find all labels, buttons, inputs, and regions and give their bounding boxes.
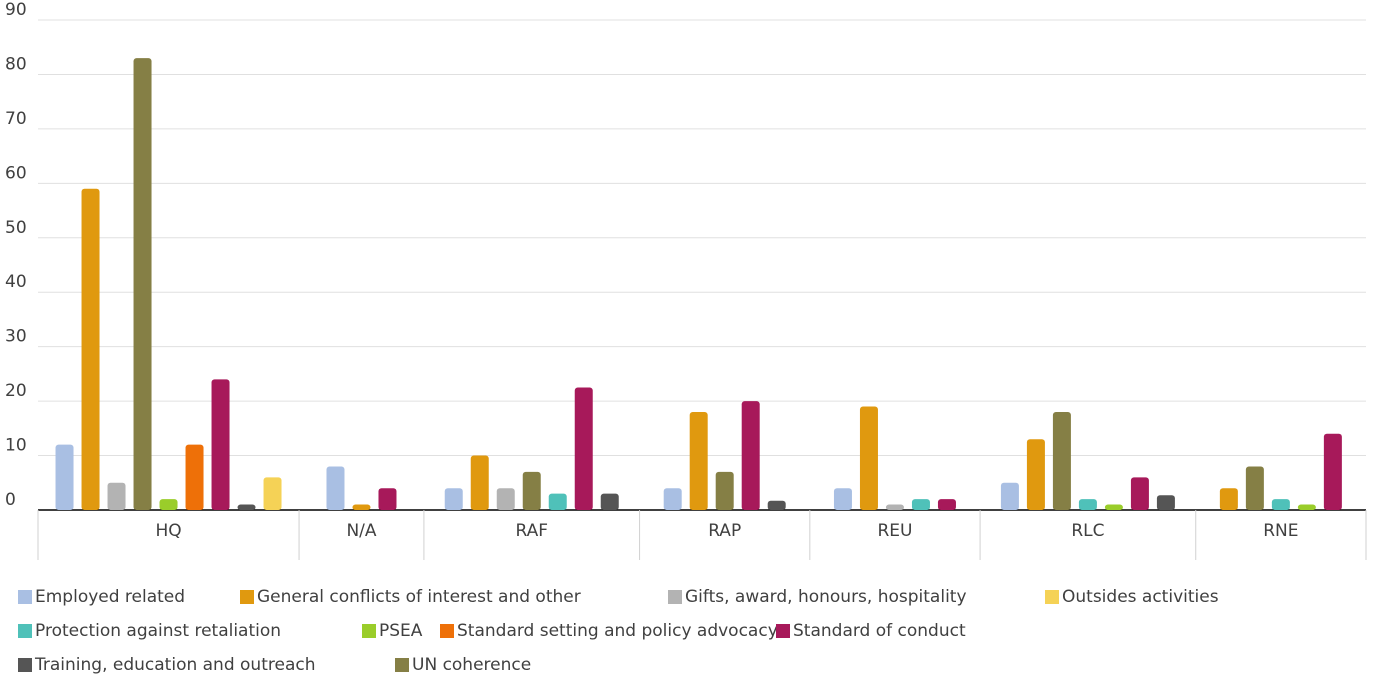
bar bbox=[159, 499, 178, 510]
bar bbox=[663, 488, 682, 510]
bar bbox=[470, 455, 489, 510]
y-tick-label: 20 bbox=[5, 381, 27, 401]
legend-label: Employed related bbox=[35, 587, 185, 607]
bar bbox=[1156, 495, 1175, 510]
bar bbox=[263, 477, 282, 510]
y-tick-label: 30 bbox=[5, 327, 27, 347]
legend-swatch bbox=[395, 658, 409, 672]
y-tick-label: 40 bbox=[5, 272, 27, 292]
y-tick-label: 90 bbox=[5, 0, 27, 20]
bar bbox=[185, 444, 204, 510]
bar bbox=[211, 379, 230, 510]
bar bbox=[326, 466, 345, 510]
bar bbox=[741, 401, 760, 510]
bar bbox=[444, 488, 463, 510]
bar bbox=[352, 504, 371, 510]
bar bbox=[885, 504, 904, 510]
bar bbox=[55, 444, 74, 510]
x-tick-label: N/A bbox=[346, 521, 376, 541]
x-tick-label: RNE bbox=[1263, 521, 1298, 541]
bar bbox=[1052, 412, 1071, 510]
bar bbox=[600, 493, 619, 510]
bar bbox=[1245, 466, 1264, 510]
bar bbox=[133, 58, 152, 510]
y-tick-label: 80 bbox=[5, 54, 27, 74]
bar bbox=[548, 493, 567, 510]
bar bbox=[107, 482, 126, 510]
legend-swatch bbox=[1045, 590, 1059, 604]
bar bbox=[496, 488, 515, 510]
x-tick-label: RLC bbox=[1071, 521, 1104, 541]
bar bbox=[1026, 439, 1045, 510]
legend-label: Standard of conduct bbox=[793, 621, 966, 641]
legend-label: General conflicts of interest and other bbox=[257, 587, 581, 607]
bar bbox=[833, 488, 852, 510]
bar bbox=[1271, 499, 1290, 510]
x-tick-label: RAF bbox=[515, 521, 548, 541]
bar bbox=[1000, 482, 1019, 510]
bar bbox=[937, 499, 956, 510]
y-tick-label: 70 bbox=[5, 109, 27, 129]
y-tick-label: 0 bbox=[5, 490, 16, 510]
legend-swatch bbox=[18, 590, 32, 604]
legend-swatch bbox=[362, 624, 376, 638]
bar bbox=[1078, 499, 1097, 510]
bar bbox=[1219, 488, 1238, 510]
legend-label: Gifts, award, honours, hospitality bbox=[685, 587, 967, 607]
x-tick-label: RAP bbox=[708, 521, 741, 541]
x-tick-label: HQ bbox=[155, 521, 181, 541]
legend-label: Standard setting and policy advocacy bbox=[457, 621, 778, 641]
legend-label: PSEA bbox=[379, 621, 423, 641]
bar bbox=[522, 471, 541, 510]
legend-label: Training, education and outreach bbox=[34, 655, 315, 675]
y-tick-label: 50 bbox=[5, 218, 27, 238]
bar bbox=[574, 387, 593, 510]
x-tick-label: REU bbox=[877, 521, 912, 541]
legend-swatch bbox=[240, 590, 254, 604]
bar bbox=[1104, 504, 1123, 510]
bar bbox=[1130, 477, 1149, 510]
bar bbox=[1323, 433, 1342, 510]
bar bbox=[237, 504, 256, 510]
legend-swatch bbox=[18, 624, 32, 638]
bar bbox=[767, 500, 786, 510]
legend-swatch bbox=[440, 624, 454, 638]
bar bbox=[715, 471, 734, 510]
bar bbox=[1297, 504, 1316, 510]
bar bbox=[81, 188, 100, 510]
y-tick-label: 10 bbox=[5, 436, 27, 456]
legend-label: Outsides activities bbox=[1062, 587, 1219, 607]
legend-swatch bbox=[668, 590, 682, 604]
bar bbox=[911, 499, 930, 510]
legend-label: UN coherence bbox=[412, 655, 531, 675]
bar bbox=[859, 406, 878, 510]
legend-swatch bbox=[776, 624, 790, 638]
bar bbox=[378, 488, 397, 510]
legend-swatch bbox=[18, 658, 32, 672]
y-tick-label: 60 bbox=[5, 163, 27, 183]
bar bbox=[689, 412, 708, 510]
legend-label: Protection against retaliation bbox=[35, 621, 281, 641]
